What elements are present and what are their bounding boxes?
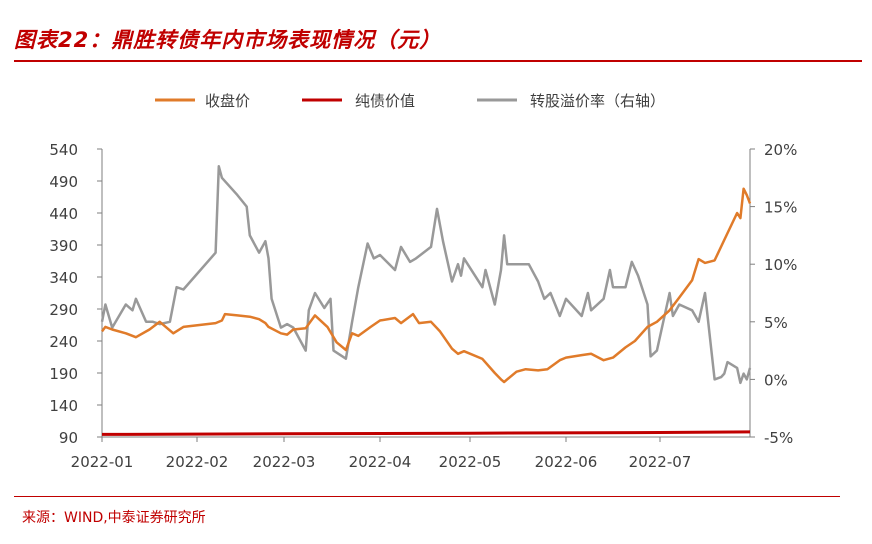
x-tick-label: 2022-01 (71, 453, 134, 471)
right-tick-label: 15% (764, 199, 797, 217)
right-tick-label: 0% (764, 371, 788, 389)
legend-label: 纯债价值 (355, 92, 415, 110)
x-tick-label: 2022-03 (253, 453, 316, 471)
x-tick-label: 2022-05 (439, 453, 502, 471)
series-line (100, 165, 752, 385)
chart-axes: 540 490 440 390 340 290 240 190 140 90 20% 15% 10% 5%… (49, 141, 797, 471)
source-divider (14, 496, 840, 497)
left-tick-label: 240 (49, 333, 78, 351)
left-tick-label: 390 (49, 237, 78, 255)
right-tick-label: -5% (764, 429, 793, 447)
title-divider (14, 60, 862, 62)
x-tick-label: 2022-06 (535, 453, 598, 471)
legend-label: 收盘价 (205, 92, 250, 110)
chart-title: 图表22：鼎胜转债年内市场表现情况（元） (14, 28, 442, 52)
left-tick-label: 190 (49, 365, 78, 383)
series-line (101, 430, 751, 436)
x-tick-label: 2022-02 (166, 453, 229, 471)
series-line (101, 187, 752, 384)
left-tick-label: 440 (49, 205, 78, 223)
right-tick-label: 5% (764, 314, 788, 332)
x-tick-label: 2022-04 (349, 453, 412, 471)
right-tick-label: 20% (764, 141, 797, 159)
legend-label: 转股溢价率（右轴） (530, 92, 665, 110)
left-tick-label: 340 (49, 269, 78, 287)
source-note: 来源：WIND,中泰证券研究所 (22, 510, 206, 526)
left-tick-label: 90 (59, 429, 78, 447)
right-tick-label: 10% (764, 256, 797, 274)
left-tick-label: 540 (49, 141, 78, 159)
x-tick-label: 2022-07 (629, 453, 692, 471)
chart-legend: 收盘价 纯债价值 转股溢价率（右轴） (155, 92, 665, 110)
left-tick-label: 140 (49, 397, 78, 415)
chart-series (100, 165, 752, 436)
left-tick-label: 490 (49, 173, 78, 191)
left-tick-label: 290 (49, 301, 78, 319)
